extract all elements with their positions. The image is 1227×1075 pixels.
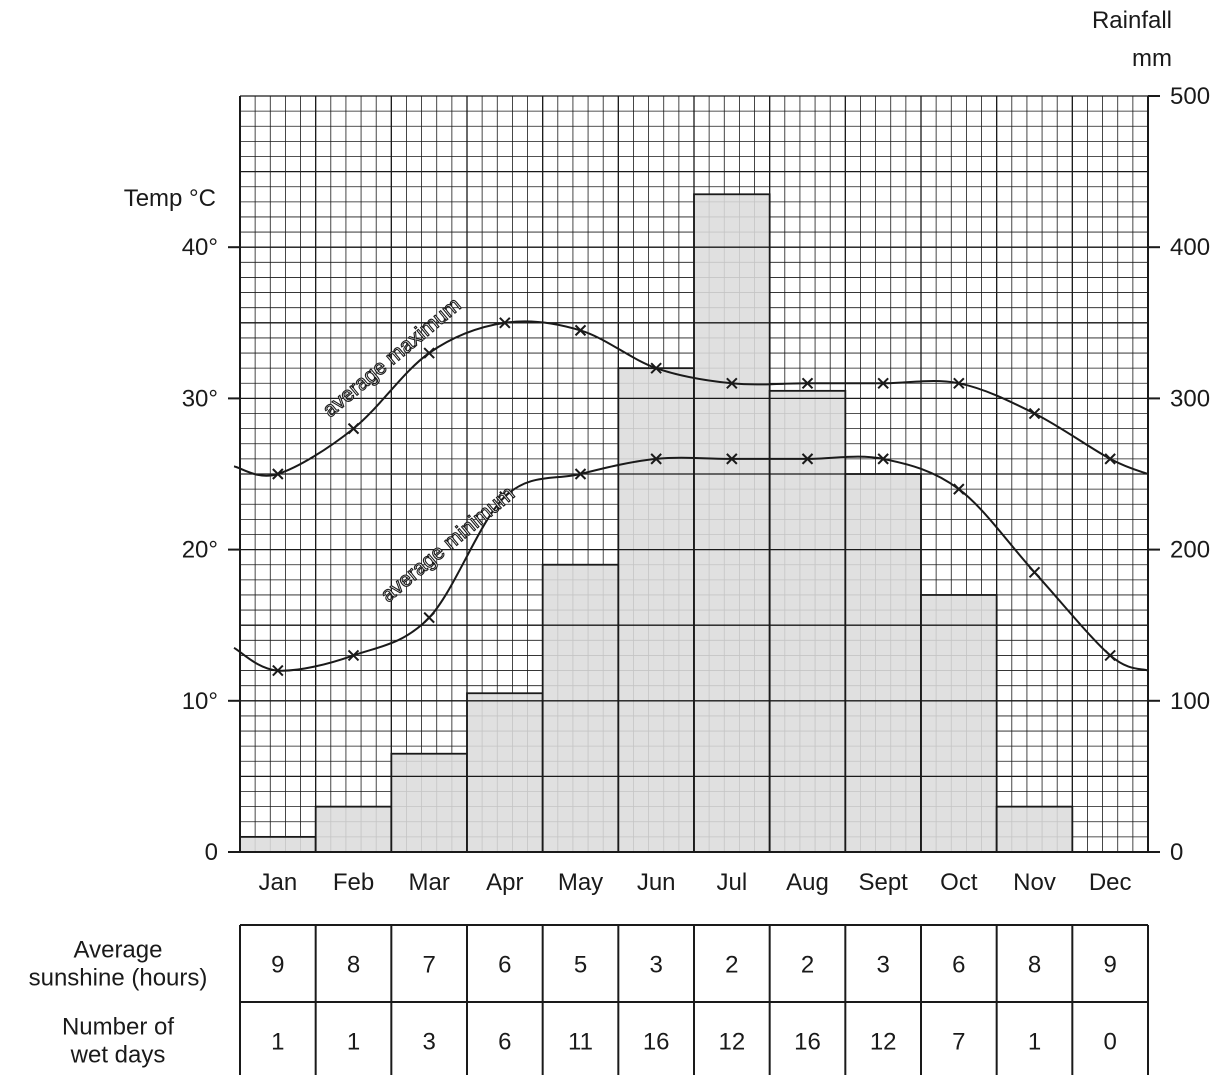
table-cell-1-mar: 3	[422, 1029, 435, 1056]
table-cell-1-jul: 12	[718, 1029, 745, 1056]
average-maximum-point-apr	[499, 317, 511, 329]
table-cell-1-may: 11	[568, 1029, 593, 1056]
month-label-feb: Feb	[333, 869, 374, 896]
average-minimum-point-jun	[650, 453, 662, 465]
month-label-jul: Jul	[716, 869, 747, 896]
average-maximum-label: average maximum	[318, 293, 465, 422]
month-label-nov: Nov	[1013, 869, 1056, 896]
average-minimum-point-may	[574, 468, 587, 480]
month-label-jan: Jan	[258, 869, 297, 896]
axes: 0 10° 20° 30° 40° 0 100 200 300 400 500 Jan Feb Mar Ap…	[182, 83, 1210, 896]
rainfall-axis-title-line1: Rainfall	[1092, 7, 1172, 34]
average-minimum-point-jan	[272, 664, 284, 677]
average-minimum-curve	[233, 455, 1149, 672]
table-cell-1-dec: 0	[1103, 1029, 1116, 1056]
temp-tick-label-1: 10°	[182, 688, 218, 715]
rainfall-bars	[239, 193, 1074, 853]
month-label-jun: Jun	[637, 869, 676, 896]
table-cell-1-jan: 1	[271, 1029, 284, 1056]
average-minimum-point-feb	[347, 649, 360, 662]
temp-tick-label-2: 20°	[182, 537, 218, 564]
month-label-aug: Aug	[786, 869, 829, 896]
average-maximum-point-aug	[801, 377, 814, 389]
rainfall-bar-feb	[314, 805, 393, 853]
table-cell-0-nov: 8	[1028, 952, 1041, 979]
table-cell-0-oct: 6	[952, 952, 965, 979]
average-maximum-point-oct	[953, 377, 965, 389]
table-cell-0-dec: 9	[1103, 952, 1116, 979]
rainfall-axis-title-line2: mm	[1132, 45, 1172, 72]
table-cell-1-apr: 6	[498, 1029, 511, 1056]
table-cell-0-aug: 2	[801, 952, 814, 979]
table-cell-1-nov: 1	[1028, 1029, 1041, 1056]
rain-tick-label-3: 300	[1170, 385, 1210, 412]
month-label-may: May	[558, 869, 603, 896]
table-cell-0-mar: 7	[422, 952, 435, 979]
average-minimum-point-sept	[877, 453, 889, 465]
month-label-oct: Oct	[940, 869, 978, 896]
table-cell-0-jul: 2	[725, 952, 738, 979]
average-maximum-point-mar	[423, 347, 435, 359]
average-minimum-point-apr	[499, 490, 511, 503]
average-maximum-point-nov	[1028, 407, 1041, 420]
rainfall-bar-may	[541, 563, 620, 853]
month-label-sept: Sept	[858, 869, 908, 896]
table-cell-0-feb: 8	[347, 952, 360, 979]
average-maximum-curve	[233, 320, 1149, 477]
average-minimum-point-mar	[423, 611, 435, 624]
temp-tick-label-0: 0	[205, 839, 218, 866]
table-cell-1-feb: 1	[347, 1029, 360, 1056]
temperature-curves	[233, 317, 1149, 677]
month-label-dec: Dec	[1089, 869, 1132, 896]
table-cell-1-jun: 16	[643, 1029, 670, 1056]
rain-tick-label-2: 200	[1170, 537, 1210, 564]
table-cell-1-aug: 16	[794, 1029, 821, 1056]
average-maximum-point-jan	[272, 468, 284, 480]
rain-tick-label-0: 0	[1170, 839, 1183, 866]
rainfall-bar-aug	[768, 389, 847, 853]
average-maximum-point-jun	[650, 362, 662, 374]
table-cell-0-jun: 3	[649, 952, 662, 979]
month-label-apr: Apr	[486, 869, 523, 896]
average-minimum-point-nov	[1028, 566, 1041, 578]
temp-tick-label-3: 30°	[182, 385, 218, 412]
rainfall-bar-oct	[920, 594, 998, 853]
table-cell-0-may: 5	[574, 952, 587, 979]
average-maximum-point-feb	[347, 422, 360, 435]
rain-tick-label-4: 400	[1170, 234, 1210, 261]
table-cell-1-oct: 7	[952, 1029, 965, 1056]
table-cell-0-jan: 9	[271, 952, 284, 979]
rainfall-bar-jun	[617, 367, 695, 853]
rainfall-bar-mar	[390, 752, 468, 853]
average-maximum-point-sept	[877, 377, 889, 389]
table-cell-0-sept: 3	[876, 952, 889, 979]
average-maximum-point-dec	[1104, 453, 1116, 465]
table-row-0-label-line2: sunshine (hours)	[29, 965, 208, 992]
rainfall-bar-sept	[844, 473, 922, 853]
table-row-1-label-line1: Number of	[62, 1014, 174, 1041]
table-cell-1-sept: 12	[870, 1029, 897, 1056]
average-minimum-point-jul	[726, 453, 738, 465]
rain-tick-label-5: 500	[1170, 83, 1210, 110]
average-minimum-point-oct	[953, 483, 965, 495]
month-label-mar: Mar	[408, 869, 449, 896]
table-cell-0-apr: 6	[498, 952, 511, 979]
temp-tick-label-4: 40°	[182, 234, 218, 261]
table-row-1-label-line2: wet days	[70, 1042, 166, 1069]
average-minimum-label: average minimum	[376, 482, 519, 607]
average-maximum-point-jul	[726, 377, 738, 389]
average-maximum-point-may	[574, 324, 587, 337]
rainfall-bar-jul	[693, 193, 771, 853]
average-minimum-point-dec	[1104, 649, 1116, 662]
table-row-0-label-line1: Average	[74, 937, 163, 964]
rainfall-bar-apr	[466, 692, 544, 853]
rain-tick-label-1: 100	[1170, 688, 1210, 715]
rainfall-bar-jan	[239, 835, 317, 853]
average-minimum-point-aug	[801, 453, 814, 465]
rainfall-bar-nov	[995, 805, 1074, 853]
table-grid	[239, 924, 1149, 1075]
temperature-axis-title: Temp °C	[124, 185, 216, 212]
